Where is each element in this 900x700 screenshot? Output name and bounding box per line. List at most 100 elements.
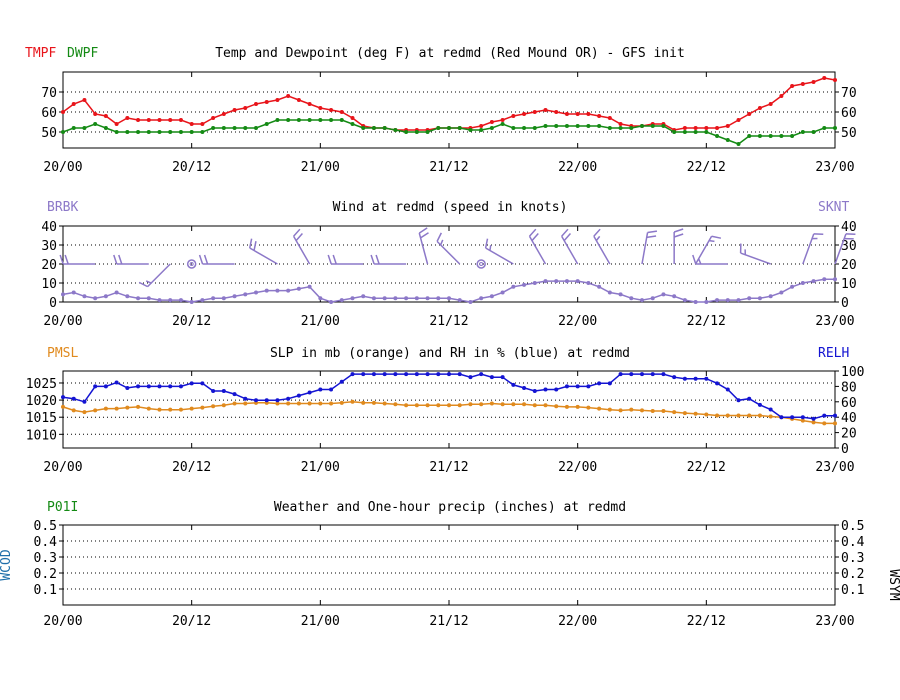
sknt-point bbox=[661, 292, 666, 297]
wind-barb-feather bbox=[420, 232, 429, 239]
x-tick-label: 21/12 bbox=[429, 314, 468, 329]
y-tick-label: 0.3 bbox=[34, 551, 57, 566]
pmsl-point bbox=[511, 402, 516, 407]
dwpf-point bbox=[564, 124, 569, 128]
dwpf-point bbox=[371, 126, 376, 130]
wind-barb-shaft bbox=[593, 235, 611, 265]
tmpf-point bbox=[350, 116, 355, 120]
dwpf-point bbox=[232, 126, 237, 130]
y-tick-label: 50 bbox=[41, 126, 57, 141]
sknt-point bbox=[307, 284, 312, 289]
relh-point bbox=[329, 387, 334, 392]
dwpf-point bbox=[361, 126, 366, 130]
pmsl-point bbox=[232, 401, 237, 406]
dwpf-point bbox=[157, 130, 162, 134]
relh-point bbox=[597, 381, 602, 386]
y-tick-label: 30 bbox=[41, 239, 57, 254]
relh-point bbox=[146, 384, 151, 389]
y2-tick-label: 30 bbox=[841, 239, 857, 254]
pmsl-point bbox=[543, 403, 548, 408]
x-tick-label: 23/00 bbox=[815, 460, 854, 475]
relh-point bbox=[125, 385, 130, 390]
pmsl-point bbox=[61, 404, 65, 409]
x-tick-label: 20/12 bbox=[172, 160, 211, 175]
tmpf-point bbox=[264, 100, 269, 104]
relh-point bbox=[715, 381, 720, 386]
tmpf-point bbox=[575, 112, 580, 116]
sknt-point bbox=[672, 294, 677, 299]
sknt-point bbox=[511, 284, 516, 289]
wind-barb-feather bbox=[436, 232, 443, 242]
wind-barb-shaft bbox=[641, 232, 649, 265]
relh-point bbox=[371, 372, 376, 377]
sknt-point bbox=[747, 296, 752, 301]
sknt-point bbox=[833, 277, 837, 282]
pmsl-point bbox=[275, 401, 280, 406]
relh-point bbox=[500, 375, 505, 380]
pmsl-point bbox=[489, 401, 494, 406]
pmsl-point bbox=[221, 403, 226, 408]
sknt-point bbox=[715, 298, 720, 303]
wind-barb-feather bbox=[203, 254, 209, 265]
x-tick-label: 20/12 bbox=[172, 314, 211, 329]
dwpf-point bbox=[71, 126, 76, 130]
wind-barb-feather bbox=[563, 233, 572, 242]
wind-barb-feather bbox=[59, 254, 64, 265]
tmpf-point bbox=[200, 122, 205, 126]
wind-barb-shaft bbox=[147, 263, 171, 288]
pmsl-point bbox=[586, 405, 591, 410]
y2-tick-label: 100 bbox=[841, 365, 864, 380]
tmpf-point bbox=[564, 112, 569, 116]
wind-barb-shaft bbox=[436, 240, 461, 265]
relh-point bbox=[382, 372, 387, 377]
y-tick-label: 20 bbox=[41, 258, 57, 273]
x-tick-label: 23/00 bbox=[815, 160, 854, 175]
tmpf-point bbox=[71, 102, 76, 106]
sknt-point bbox=[157, 298, 162, 303]
relh-point bbox=[640, 372, 644, 377]
sknt-point bbox=[264, 288, 269, 293]
sknt-point bbox=[136, 296, 141, 301]
tmpf-point bbox=[211, 116, 216, 120]
y2-tick-label: 40 bbox=[841, 220, 857, 235]
sknt-point bbox=[254, 290, 258, 295]
relh-point bbox=[178, 384, 183, 389]
tmpf-point bbox=[511, 114, 516, 118]
dwpf-point bbox=[339, 118, 344, 122]
wind-barb-feather bbox=[711, 235, 722, 239]
y2-tick-label: 40 bbox=[841, 411, 857, 426]
dwpf-point bbox=[243, 126, 248, 130]
wsym-label: WSYM bbox=[886, 569, 900, 600]
y2-tick-label: 0.5 bbox=[841, 519, 864, 534]
x-tick-label: 22/12 bbox=[687, 160, 726, 175]
pmsl-point bbox=[693, 411, 698, 416]
y2-tick-label: 70 bbox=[841, 86, 857, 101]
relh-point bbox=[264, 398, 269, 403]
sknt-label: SKNT bbox=[818, 200, 849, 215]
calm-wind-barb-center bbox=[189, 262, 194, 266]
wind-barb-feather bbox=[647, 230, 658, 234]
calm-wind-barb bbox=[186, 259, 197, 269]
relh-point bbox=[736, 398, 741, 403]
dwpf-point bbox=[640, 124, 644, 128]
sknt-point bbox=[650, 296, 655, 301]
sknt-point bbox=[361, 294, 366, 299]
pmsl-point bbox=[532, 403, 537, 408]
y2-tick-label: 60 bbox=[841, 106, 857, 121]
wind-barb-feather bbox=[327, 254, 332, 265]
relh-point bbox=[682, 376, 687, 381]
sknt-point bbox=[393, 296, 398, 301]
dwpf-point bbox=[522, 126, 527, 130]
relh-point bbox=[790, 415, 795, 420]
x-tick-label: 21/00 bbox=[301, 614, 340, 629]
sknt-point bbox=[607, 290, 612, 295]
relh-point bbox=[468, 375, 473, 380]
y-tick-label: 70 bbox=[41, 86, 57, 101]
x-tick-label: 23/00 bbox=[815, 314, 854, 329]
pmsl-point bbox=[822, 421, 827, 426]
wind-barb-half-feather bbox=[709, 239, 715, 243]
dwpf-point bbox=[704, 130, 709, 134]
relh-point bbox=[522, 385, 527, 390]
tmpf-point bbox=[790, 84, 795, 88]
relh-point bbox=[822, 413, 827, 418]
